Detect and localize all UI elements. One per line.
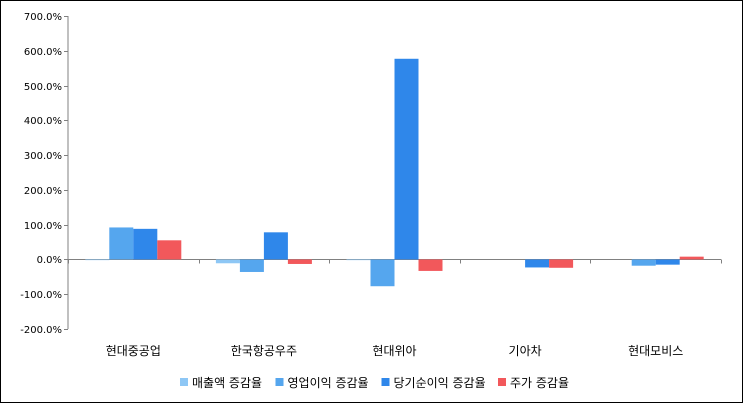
legend-swatch [381, 378, 390, 386]
legend-entry: 당기순이익 증감율 [394, 376, 486, 390]
bar [109, 227, 134, 260]
y-tick-label: -100.0% [20, 290, 62, 301]
y-tick-label: 600.0% [24, 47, 62, 58]
bar [157, 240, 182, 260]
bar [370, 259, 395, 287]
bar [215, 259, 240, 264]
bar [263, 232, 288, 260]
bar [85, 259, 110, 261]
legend-entry: 매출액 증감율 [192, 376, 262, 390]
bar [655, 259, 680, 265]
bar [133, 228, 158, 260]
y-tick-label: -200.0% [20, 325, 62, 336]
category-label: 현대중공업 [106, 344, 161, 358]
y-tick-label: 700.0% [24, 12, 62, 23]
legend-swatch [180, 378, 188, 386]
bar [346, 259, 371, 261]
legend-entry: 영업이익 증감율 [288, 376, 369, 390]
legend: 매출액 증감율 영업이익 증감율 당기순이익 증감율 주가 증감율 [180, 376, 569, 390]
bar [679, 256, 704, 260]
y-tick-label: 200.0% [24, 186, 62, 197]
bar [287, 259, 312, 264]
bar [549, 259, 574, 268]
y-tick-label: 0.0% [37, 255, 62, 266]
y-tick-label: 100.0% [24, 221, 62, 232]
bar [631, 259, 656, 266]
category-label: 현대모비스 [628, 344, 683, 358]
y-tick-label: 500.0% [24, 82, 62, 93]
bars-layer [85, 58, 704, 287]
category-label: 현대위아 [372, 344, 416, 358]
y-tick-label: 300.0% [24, 151, 62, 162]
legend-swatch [275, 378, 284, 386]
category-label: 기아차 [509, 344, 542, 358]
legend-entry: 주가 증감율 [510, 376, 569, 390]
bar [525, 259, 550, 268]
category-label: 한국항공우주 [231, 344, 297, 358]
legend-swatch [498, 378, 506, 386]
bar [418, 259, 443, 271]
bar [394, 58, 419, 260]
labels-layer: -200.0% -100.0% 0.0% 100.0% 200.0% 300.0% 400.… [20, 12, 683, 358]
y-tick-label: 400.0% [24, 116, 62, 127]
bar [239, 259, 264, 272]
